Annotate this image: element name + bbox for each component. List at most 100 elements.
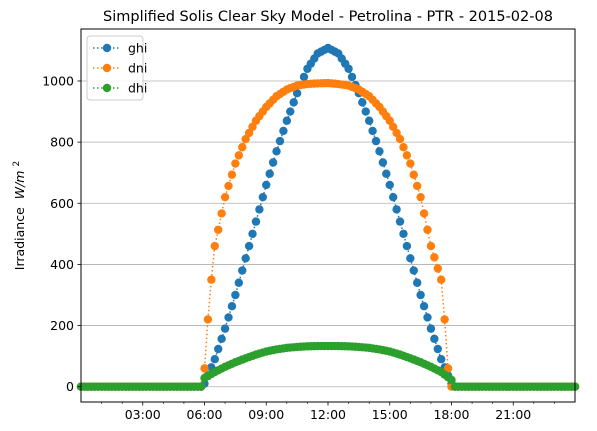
data-point-ghi <box>399 229 408 239</box>
data-point-ghi <box>430 334 439 344</box>
x-tick-label: 21:00 <box>495 407 531 422</box>
x-axis: 03:00 06:00 09:00 12:00 15:00 18:00 21:00 <box>101 402 555 422</box>
legend-label-dni: dni <box>128 61 147 76</box>
legend-marker-dni <box>102 63 112 73</box>
legend: ghi dni dhi <box>86 35 147 101</box>
x-tick-label: 06:00 <box>186 407 222 422</box>
data-point-dni <box>241 134 250 144</box>
data-point-dni <box>433 264 442 273</box>
series-dhi <box>76 341 580 391</box>
data-point-ghi <box>419 302 429 311</box>
data-point-dni <box>426 241 436 251</box>
data-point-ghi <box>214 344 223 354</box>
data-point-ghi <box>344 64 353 73</box>
chart-title: Simplified Solis Clear Sky Model - Petro… <box>103 9 553 25</box>
x-tick-label: 12:00 <box>310 407 346 422</box>
data-point-ghi <box>238 266 247 275</box>
y-tick-label: 400 <box>50 257 74 272</box>
x-tick-label: 03:00 <box>125 407 161 422</box>
data-point-ghi <box>375 147 384 156</box>
data-point-dni <box>388 122 398 132</box>
data-point-dni <box>238 143 247 152</box>
data-point-dni <box>416 192 425 202</box>
data-point-dni <box>443 364 453 373</box>
data-point-dni <box>409 170 418 179</box>
y-axis-label-text: Irradiance <box>12 207 27 270</box>
data-point-dni <box>244 128 254 138</box>
data-point-ghi <box>437 355 446 364</box>
x-tick-label: 15:00 <box>372 407 408 422</box>
data-point-dni <box>399 143 408 152</box>
data-point-dni <box>220 192 230 202</box>
data-point-dni <box>224 181 233 191</box>
data-point-ghi <box>224 313 233 322</box>
data-point-ghi <box>364 116 374 125</box>
legend-label-ghi: ghi <box>128 41 147 56</box>
data-point-ghi <box>368 126 377 136</box>
data-point-dni <box>210 241 219 251</box>
data-point-ghi <box>378 158 388 167</box>
data-point-ghi <box>347 72 357 82</box>
y-axis-label-exponent: 2 <box>12 161 22 167</box>
data-point-ghi <box>433 344 442 354</box>
data-point-ghi <box>406 254 415 263</box>
data-point-dni <box>406 159 415 168</box>
x-tick-label: 18:00 <box>433 407 469 422</box>
data-point-dni <box>412 181 422 191</box>
y-tick-label: 200 <box>50 318 74 333</box>
data-point-ghi <box>248 229 257 239</box>
data-point-ghi <box>361 107 370 116</box>
data-point-ghi <box>385 180 394 190</box>
data-point-dni <box>217 209 226 218</box>
legend-marker-ghi <box>102 43 112 53</box>
data-point-ghi <box>210 355 219 364</box>
data-point-dni <box>214 225 223 234</box>
data-point-ghi <box>402 241 412 251</box>
data-point-ghi <box>292 89 302 98</box>
data-point-dhi <box>196 382 206 391</box>
y-axis-label-units: W/m <box>12 171 27 200</box>
data-point-ghi <box>382 169 391 178</box>
data-point-ghi <box>241 254 250 263</box>
data-point-ghi <box>231 290 240 300</box>
data-point-ghi <box>279 126 288 136</box>
legend-marker-dhi <box>102 83 112 93</box>
data-point-ghi <box>220 324 230 333</box>
data-point-ghi <box>392 205 401 214</box>
y-axis-label: Irradiance W/m 2 <box>12 161 27 270</box>
data-point-ghi <box>395 217 405 226</box>
data-point-dni <box>402 151 412 160</box>
data-point-ghi <box>255 205 264 214</box>
data-point-dni <box>234 151 244 160</box>
data-point-dni <box>440 315 449 324</box>
data-point-ghi <box>416 290 425 300</box>
data-point-ghi <box>282 116 292 125</box>
data-point-dni <box>395 134 405 144</box>
y-tick-label: 600 <box>50 196 74 211</box>
data-point-ghi <box>227 302 237 311</box>
data-point-ghi <box>371 136 381 146</box>
data-point-ghi <box>358 98 367 107</box>
data-point-ghi <box>234 278 244 287</box>
y-tick-label: 1000 <box>42 73 74 88</box>
data-point-dni <box>419 209 429 218</box>
data-point-ghi <box>426 324 436 333</box>
legend-label-dhi: dhi <box>128 81 147 96</box>
y-tick-label: 800 <box>50 135 74 150</box>
legend-box <box>86 35 144 101</box>
data-point-dni <box>227 170 237 179</box>
data-point-ghi <box>251 217 261 226</box>
data-point-ghi <box>299 72 309 82</box>
data-point-ghi <box>217 334 226 344</box>
plot-series <box>76 43 580 391</box>
data-point-ghi <box>409 266 418 275</box>
data-point-ghi <box>286 107 295 116</box>
data-point-ghi <box>268 158 278 167</box>
data-point-ghi <box>258 192 268 202</box>
data-point-ghi <box>412 278 422 287</box>
data-point-dni <box>423 225 432 234</box>
data-point-dni <box>385 116 394 125</box>
data-point-dhi <box>447 375 456 385</box>
data-point-dni <box>437 275 446 284</box>
data-point-dni <box>231 159 240 168</box>
